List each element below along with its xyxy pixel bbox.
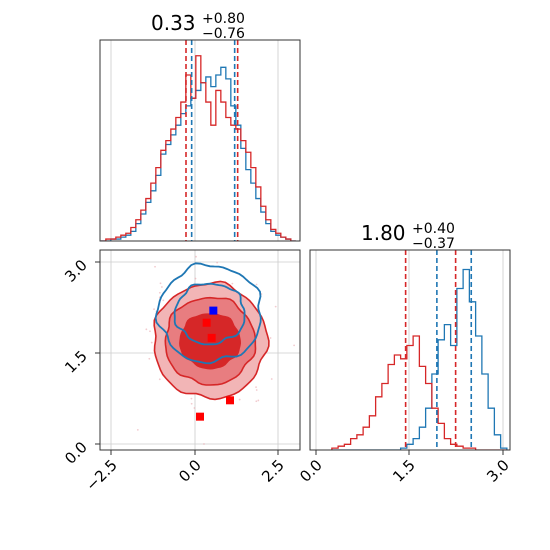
contour-x-tick-label: 2.5 <box>258 456 288 486</box>
red-marker <box>202 318 211 327</box>
scatter-point <box>158 291 161 294</box>
hist-2-x-ticks: 0.0 1.5 3.0 <box>296 450 513 486</box>
scatter-point <box>195 255 197 258</box>
scatter-point <box>257 399 260 402</box>
hist-2-x-tick-label: 3.0 <box>483 456 513 486</box>
scatter-point <box>145 328 148 331</box>
scatter-point <box>150 341 153 344</box>
hist-1-title-upper: +0.80 <box>202 11 245 27</box>
scatter-point <box>160 286 163 288</box>
scatter-point <box>255 386 257 389</box>
contour-y-tick-label: 1.5 <box>61 347 91 377</box>
red-marker <box>196 412 204 421</box>
red-marker <box>226 396 234 405</box>
scatter-point <box>269 337 272 339</box>
hist-1-title-value: 0.33 <box>151 11 196 35</box>
hist-1-title-lower: −0.76 <box>202 26 245 42</box>
hist-panel-2: 0.0 1.5 3.0 1.80 +0.40 −0.37 <box>296 221 513 486</box>
hist-2-x-tick-label: 1.5 <box>389 456 419 486</box>
hist-2-quantile-lines <box>404 250 473 450</box>
red-contour-line <box>179 313 242 370</box>
scatter-point <box>255 389 258 391</box>
scatter-point <box>193 407 196 409</box>
scatter-point <box>158 378 161 381</box>
hist-1-frame <box>99 39 301 242</box>
red-contour-line <box>164 296 257 386</box>
scatter-point <box>255 283 258 286</box>
hist-2-title: 1.80 +0.40 −0.37 <box>361 221 455 252</box>
hist-1-quantile-lines <box>185 40 239 241</box>
red-marker <box>207 333 216 342</box>
scatter-point <box>190 402 193 405</box>
scatter-point <box>274 305 277 308</box>
hist-panel-1: 0.33 +0.80 −0.76 <box>99 11 301 242</box>
contour-y-tick-label: 0.0 <box>61 438 91 468</box>
scatter-point <box>313 330 315 332</box>
scatter-point <box>149 330 151 333</box>
scatter-point <box>231 282 234 285</box>
contour-y-ticks: 0.0 1.5 3.0 <box>61 256 100 468</box>
hist-1-red-series <box>100 55 296 241</box>
contour-x-tick-label: −2.5 <box>82 456 120 494</box>
scatter-point <box>255 400 258 403</box>
hist-1-blue-series <box>100 66 296 241</box>
contour-layer <box>95 255 315 445</box>
scatter-point <box>203 443 205 445</box>
scatter-point <box>270 378 273 380</box>
scatter-point <box>194 277 197 280</box>
hist-2-blue-series <box>331 268 508 450</box>
scatter-point <box>162 299 165 302</box>
scatter-point <box>159 282 162 285</box>
contour-x-tick-label: 0.0 <box>175 456 205 486</box>
hist-2-red-series <box>331 335 507 450</box>
grid-3 <box>315 250 504 450</box>
scatter-point <box>153 308 155 311</box>
hist-2-title-lower: −0.37 <box>412 236 455 252</box>
blue-marker <box>209 306 218 315</box>
hist-2-frame <box>309 249 511 451</box>
blue-contour-line <box>173 282 246 346</box>
hist-2-title-value: 1.80 <box>361 221 406 245</box>
scatter-point <box>190 397 193 400</box>
scatter-point <box>238 398 241 401</box>
scatter-point <box>154 265 156 268</box>
scatter-point <box>136 428 139 431</box>
contour-panel: −2.5 0.0 2.5 0.0 1.5 3.0 <box>61 249 315 495</box>
hist-2-x-tick-label: 0.0 <box>296 456 326 486</box>
blue-contour-line <box>154 262 262 365</box>
hist-1-title: 0.33 +0.80 −0.76 <box>151 11 245 42</box>
scatter-point <box>293 344 296 347</box>
contour-x-ticks: −2.5 0.0 2.5 <box>82 450 288 495</box>
scatter-point <box>95 402 97 404</box>
contour-frame <box>99 249 301 451</box>
contour-y-tick-label: 3.0 <box>61 256 91 286</box>
grid-1 <box>110 40 279 241</box>
scatter-point <box>216 261 219 264</box>
hist-2-title-upper: +0.40 <box>412 221 455 237</box>
scatter-point <box>148 357 151 360</box>
